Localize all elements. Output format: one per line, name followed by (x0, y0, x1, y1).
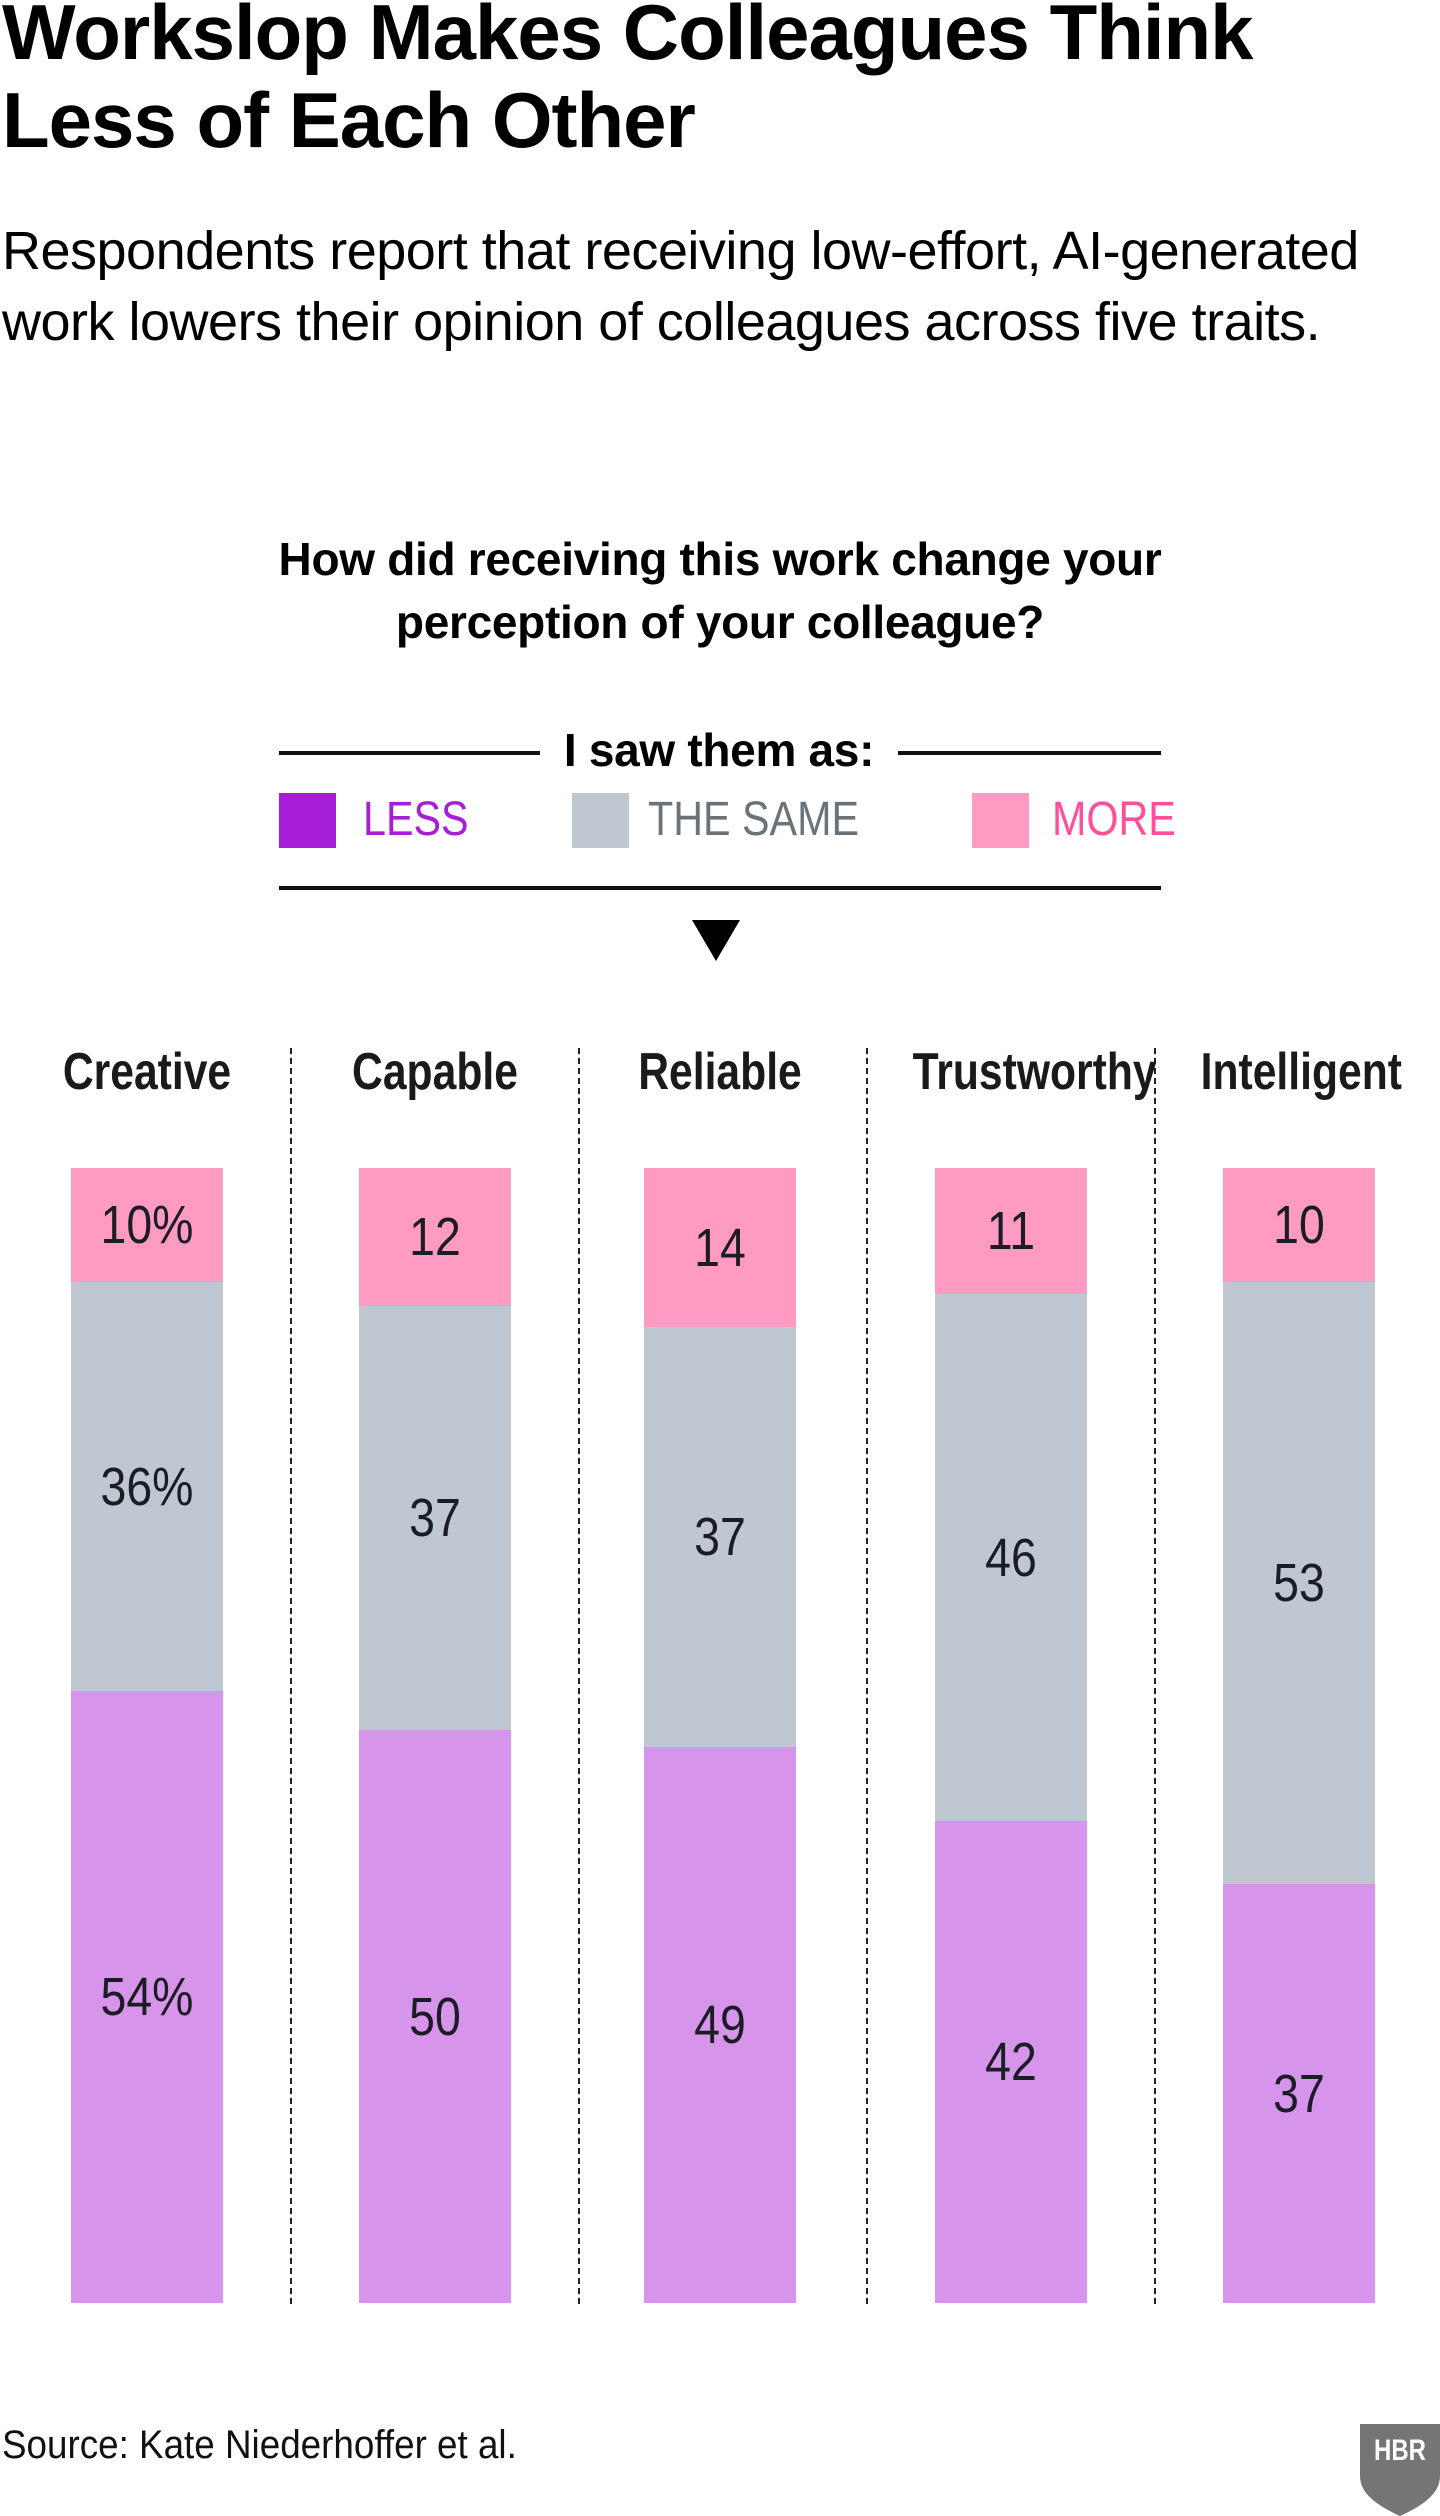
bar-segment-more-trustworthy: 11 (935, 1168, 1087, 1294)
data-label-less-intelligent: 37 (1273, 2063, 1325, 2124)
legend-swatch-less (279, 793, 336, 848)
survey-question: How did receiving this work change your … (278, 533, 1162, 648)
bar-segment-same-capable: 37 (359, 1306, 511, 1730)
category-divider (578, 1048, 580, 2304)
hbr-shield-shape (1360, 2424, 1440, 2516)
legend-rule-bottom (279, 886, 1161, 890)
bar-segment-same-reliable: 37 (644, 1327, 796, 1747)
down-arrow-icon (692, 920, 740, 961)
chart-title: Workslop Makes Colleagues Think Less of … (2, 0, 1254, 164)
category-divider (866, 1048, 868, 2304)
data-label-less-trustworthy: 42 (985, 2032, 1037, 2092)
data-label-same-capable: 37 (409, 1488, 461, 1548)
data-label-less-capable: 50 (409, 1986, 461, 2047)
legend-rule-right (898, 751, 1161, 755)
category-divider (290, 1048, 292, 2304)
legend-label-more: MORE (1052, 793, 1176, 846)
data-label-more-reliable: 14 (694, 1217, 746, 1278)
data-label-same-intelligent: 53 (1273, 1553, 1325, 1613)
data-label-same-trustworthy: 46 (985, 1527, 1037, 1588)
data-label-less-creative: 54% (100, 1967, 194, 2027)
category-label-intelligent: Intelligent (1200, 1043, 1402, 1101)
bar-segment-less-capable: 50 (359, 1730, 511, 2303)
legend-label-same: THE SAME (648, 793, 860, 846)
data-label-less-reliable: 49 (694, 1995, 746, 2055)
source-note: Source: Kate Niederhoffer et al. (2, 2423, 517, 2467)
category-label-trustworthy: Trustworthy (912, 1043, 1157, 1101)
bar-segment-same-trustworthy: 46 (935, 1294, 1087, 1821)
data-label-same-creative: 36% (100, 1456, 194, 1517)
bar-segment-same-creative: 36% (71, 1282, 223, 1691)
bar-segment-less-reliable: 49 (644, 1747, 796, 2303)
data-label-more-intelligent: 10 (1273, 1195, 1325, 1255)
bar-segment-less-intelligent: 37 (1223, 1884, 1375, 2303)
bar-segment-more-capable: 12 (359, 1168, 511, 1306)
hbr-logo-icon: HBR (1360, 2424, 1440, 2516)
bar-segment-less-creative: 54% (71, 1691, 223, 2303)
bar-segment-same-intelligent: 53 (1223, 1282, 1375, 1884)
data-label-more-trustworthy: 11 (986, 1201, 1036, 1261)
bar-segment-more-reliable: 14 (644, 1168, 796, 1327)
category-label-creative: Creative (62, 1043, 232, 1101)
category-label-capable: Capable (352, 1043, 518, 1101)
data-label-same-reliable: 37 (694, 1507, 746, 1567)
category-label-reliable: Reliable (638, 1043, 802, 1101)
bar-segment-less-trustworthy: 42 (935, 1821, 1087, 2303)
bar-segment-more-intelligent: 10 (1223, 1168, 1375, 1282)
data-label-more-capable: 12 (409, 1207, 461, 1267)
data-label-more-creative: 10% (100, 1195, 194, 1255)
category-divider (1154, 1048, 1156, 2304)
bar-segment-more-creative: 10% (71, 1168, 223, 1282)
legend-swatch-more (972, 793, 1029, 848)
legend-rule-left (279, 751, 540, 755)
legend-heading: I saw them as: (563, 724, 875, 776)
hbr-logo-text: HBR (1374, 2432, 1426, 2466)
chart-subtitle: Respondents report that receiving low-ef… (2, 221, 1359, 352)
legend-label-less: LESS (363, 793, 469, 846)
legend-swatch-same (572, 793, 629, 848)
